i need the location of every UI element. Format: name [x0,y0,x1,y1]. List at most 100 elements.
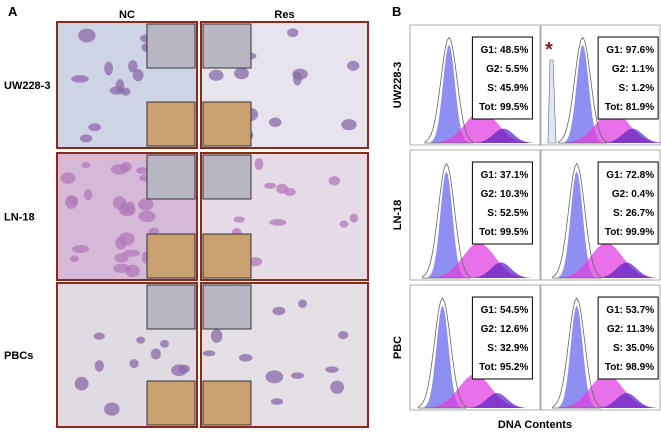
inset [146,233,196,279]
cell [138,198,154,211]
cell [234,67,249,80]
cell [78,28,96,43]
cell [293,71,302,86]
cell [93,332,105,340]
fit-line [552,162,602,279]
column-header: Res [274,9,294,21]
stats-line: G2: 0.4% [612,189,654,200]
cell [265,370,284,384]
stats-line: G2: 10.3% [481,189,529,200]
cell [71,75,89,83]
cell [79,134,93,143]
cell [330,380,344,394]
g1-peak [431,44,467,143]
stats-line: S: 52.5% [487,208,528,219]
cell [337,331,349,340]
stats-line: S: 26.7% [613,208,654,219]
cell [72,244,89,254]
cell [210,329,223,343]
stats-box [597,296,659,380]
row-label: LN-18 [4,212,35,224]
stats-box [471,161,533,245]
cell [287,28,299,38]
row-label: PBC [392,336,404,359]
cell [248,257,263,267]
panel-label: B [392,4,401,19]
stats-line: Tot: 99.5% [479,227,528,238]
cell [264,182,277,189]
cell [81,162,91,169]
cell [129,359,139,369]
stats-line: S: 45.9% [487,83,528,94]
cell [118,232,135,246]
g2-peak [467,393,528,408]
cell [272,306,286,316]
cell [269,117,282,127]
g2-peak [473,128,534,143]
cell [202,350,216,357]
stats-line: G1: 48.5% [481,45,529,56]
cell [160,339,169,348]
asterisk: * [545,39,553,61]
row-label: UW228-3 [4,80,50,92]
row-label: UW228-3 [392,62,404,108]
fit-line [424,36,474,144]
extra-peak [547,59,557,144]
cell [104,61,114,76]
cell [109,86,125,95]
inset [146,380,196,426]
x-axis-label: DNA Contents [498,419,572,431]
fit-line [552,297,602,409]
cell [138,210,156,223]
cell [60,172,76,184]
cell [349,213,359,223]
stats-line: Tot: 98.9% [605,362,654,373]
stats-box [597,161,659,245]
stats-line: G1: 97.6% [606,45,654,56]
stats-line: S: 35.0% [613,343,654,354]
fit-line [418,297,467,409]
fit-line [558,36,608,144]
cell [104,402,120,416]
inset [202,154,252,200]
cell [270,398,284,405]
cell [208,69,224,81]
cell [291,372,305,379]
g1-peak [428,171,465,278]
stats-line: G1: 72.8% [606,170,654,181]
column-header: NC [119,9,135,21]
stats-line: G2: 12.6% [481,324,529,335]
cell [254,158,264,171]
cell [123,249,140,257]
panel-label: A [8,4,18,19]
cell [110,164,129,175]
inset [202,284,252,330]
row-label: LN-18 [392,200,404,231]
cell [132,69,144,82]
stats-box [471,36,533,120]
stats-line: G1: 54.5% [481,305,529,316]
cell [125,264,140,278]
g1-peak [424,305,461,408]
stats-box [597,36,659,120]
cell [339,220,349,228]
stats-box [471,296,533,380]
cell [178,364,190,374]
inset [146,101,196,147]
stats-line: S: 32.9% [487,343,528,354]
stats-line: G1: 53.7% [606,305,654,316]
cell [114,252,129,263]
cell [70,255,79,263]
g1-peak [558,305,595,408]
cell [269,219,287,226]
cell [136,167,149,175]
cell [74,376,89,391]
cell [94,360,104,372]
cell [347,60,360,71]
cell [65,194,78,209]
stats-line: Tot: 95.2% [479,362,528,373]
row-label: PBCs [4,350,33,362]
stats-line: Tot: 99.5% [479,102,528,113]
cell [88,123,101,132]
inset [202,23,252,69]
